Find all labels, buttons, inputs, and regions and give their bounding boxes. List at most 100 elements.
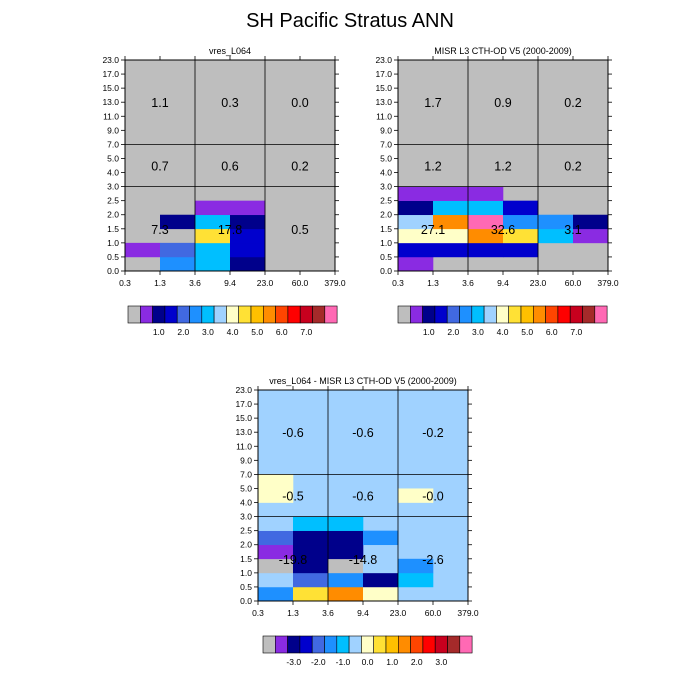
heatmap-cell <box>363 586 399 602</box>
y-tick-label: 17.0 <box>375 69 392 79</box>
colorbar-swatch <box>398 635 411 654</box>
heatmap-cell <box>293 572 329 588</box>
y-tick-label: 11.0 <box>103 111 119 121</box>
heatmap-cell <box>503 228 539 244</box>
panel-title: MISR L3 CTH-OD V5 (2000-2009) <box>434 46 572 56</box>
colorbar-swatch <box>422 635 436 654</box>
y-tick-label: 23.0 <box>102 55 119 65</box>
colorbar-label: 7.0 <box>300 327 312 337</box>
heatmap-cell <box>398 186 434 201</box>
heatmap-cell <box>398 214 434 230</box>
panel-title: vres_L064 - MISR L3 CTH-OD V5 (2000-2009… <box>269 376 457 386</box>
colorbar-label: 1.0 <box>153 327 165 337</box>
colorbar-swatch <box>324 635 338 654</box>
heatmap-cell <box>195 200 231 216</box>
heatmap-cell <box>195 242 231 258</box>
y-tick-label: 0.0 <box>240 596 252 606</box>
x-tick-label: 1.3 <box>427 278 439 288</box>
box-value: -19.8 <box>279 553 308 567</box>
colorbar-swatch <box>446 305 460 324</box>
colorbar-swatch <box>361 635 375 654</box>
colorbar-label: 7.0 <box>570 327 582 337</box>
x-tick-label: 0.3 <box>252 608 264 618</box>
colorbar-swatch <box>409 305 423 324</box>
observation-colorbar: 1.0 2.0 3.0 4.0 5.0 6.0 7.0 <box>397 305 608 337</box>
model-colorbar: 1.0 2.0 3.0 4.0 5.0 6.0 7.0 <box>127 305 338 337</box>
x-tick-label: 379.0 <box>597 278 619 288</box>
colorbar-swatch <box>410 635 424 654</box>
box-value: 1.1 <box>151 96 168 110</box>
box-value: 32.6 <box>491 223 515 237</box>
x-tick-label: 9.4 <box>357 608 369 618</box>
colorbar-swatch <box>263 305 276 324</box>
heatmap-cell <box>230 242 266 258</box>
y-tick-label: 0.0 <box>380 266 392 276</box>
y-tick-label: 9.0 <box>240 455 252 465</box>
colorbar-swatch <box>226 305 240 324</box>
y-tick-label: 9.0 <box>380 125 392 135</box>
heatmap-cell <box>195 256 231 272</box>
difference-panel: vres_L064 - MISR L3 CTH-OD V5 (2000-2009… <box>235 376 479 618</box>
y-tick-label: 2.0 <box>240 540 252 550</box>
colorbar-swatch <box>275 305 289 324</box>
colorbar-label: 1.0 <box>423 327 435 337</box>
colorbar-swatch <box>434 305 448 324</box>
y-tick-label: 2.0 <box>380 210 392 220</box>
heatmap-cell <box>433 186 469 201</box>
colorbar-swatch <box>459 305 473 324</box>
x-tick-label: 3.6 <box>189 278 201 288</box>
heatmap-cell <box>230 256 266 272</box>
box-value: -0.2 <box>422 426 444 440</box>
colorbar-swatch <box>274 635 288 654</box>
heatmap-cell <box>503 214 539 230</box>
heatmap-cell <box>258 474 294 489</box>
x-tick-label: 3.6 <box>322 608 334 618</box>
box-value: 1.2 <box>494 160 511 174</box>
colorbar-label: -1.0 <box>336 657 351 667</box>
colorbar-swatch <box>299 305 313 324</box>
x-tick-label: 0.3 <box>119 278 131 288</box>
box-value: -14.8 <box>349 553 378 567</box>
heatmap-cell <box>258 544 294 560</box>
colorbar-label: 1.0 <box>386 657 398 667</box>
heatmap-cell <box>328 516 364 531</box>
colorbar-label: 3.0 <box>202 327 214 337</box>
heatmap-cell <box>328 530 364 546</box>
colorbar-swatch <box>422 305 436 324</box>
observation-panel: MISR L3 CTH-OD V5 (2000-2009) 0.3 1.3 3.6 9.… <box>375 46 619 288</box>
colorbar-label: 2.0 <box>177 327 189 337</box>
colorbar-swatch <box>139 305 153 324</box>
colorbar-swatch <box>127 305 141 324</box>
colorbar-swatch <box>569 305 583 324</box>
heatmap-cell <box>230 214 266 230</box>
colorbar-swatch <box>287 305 301 324</box>
colorbar-swatch <box>434 635 448 654</box>
y-tick-label: 15.0 <box>102 83 119 93</box>
colorbar-label: 3.0 <box>472 327 484 337</box>
colorbar-label: 4.0 <box>227 327 239 337</box>
box-value: -0.5 <box>282 490 304 504</box>
y-tick-label: 11.0 <box>376 111 392 121</box>
x-tick-label: 379.0 <box>457 608 479 618</box>
y-tick-label: 23.0 <box>235 385 252 395</box>
y-tick-label: 5.0 <box>240 483 252 493</box>
colorbar-swatch <box>397 305 411 324</box>
heatmap-cell <box>293 544 329 560</box>
colorbar-swatch <box>533 305 546 324</box>
y-tick-label: 2.0 <box>107 210 119 220</box>
heatmap-cell <box>433 242 469 258</box>
x-tick-label: 9.4 <box>497 278 509 288</box>
colorbar-swatch <box>238 305 252 324</box>
box-value: 1.7 <box>424 96 441 110</box>
box-value: -0.0 <box>422 490 444 504</box>
colorbar-swatch <box>176 305 190 324</box>
y-tick-label: 2.5 <box>107 196 119 206</box>
heatmap-cell <box>468 242 504 258</box>
box-value: 0.0 <box>291 96 308 110</box>
box-value: 0.9 <box>494 96 511 110</box>
heatmap-cell <box>363 530 399 546</box>
colorbar-swatch <box>324 305 338 324</box>
colorbar-swatch <box>299 635 313 654</box>
y-tick-label: 9.0 <box>107 125 119 135</box>
colorbar-swatch <box>164 305 178 324</box>
